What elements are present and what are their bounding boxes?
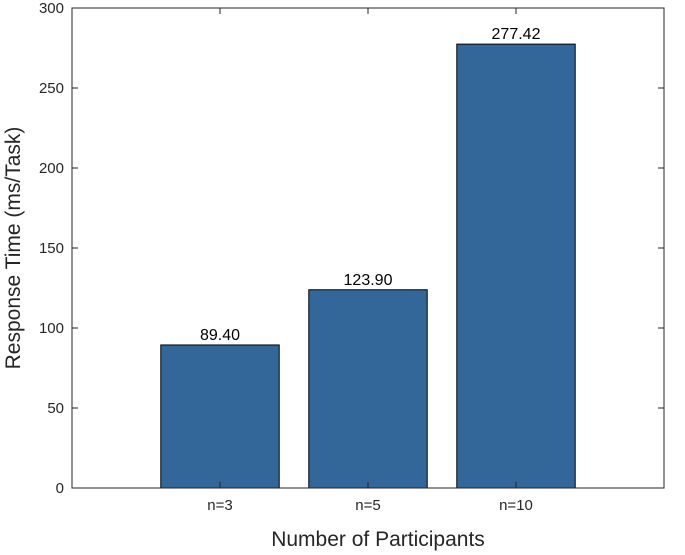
x-tick-label: n=5: [355, 497, 380, 514]
bar-n-3: [160, 344, 280, 489]
bar-n-10: [456, 43, 576, 489]
y-axis-ticks: 0 50 100 150 200 250 300: [39, 0, 664, 497]
data-label: 123.90: [344, 272, 393, 289]
y-axis-title: Response Time (ms/Task): [2, 127, 25, 370]
data-label: 277.42: [492, 26, 541, 43]
data-labels: 89.40 123.90 277.42: [200, 26, 541, 344]
data-label: 89.40: [200, 327, 240, 344]
bar-n-5: [308, 289, 428, 489]
x-tick-label: n=3: [207, 497, 232, 514]
bars: [160, 43, 576, 489]
x-axis-title: Number of Participants: [271, 528, 485, 551]
x-tick-label: n=10: [499, 497, 533, 514]
y-tick-label: 100: [39, 320, 64, 337]
y-tick-label: 150: [39, 240, 64, 257]
x-axis-ticks: n=3 n=5 n=10: [207, 8, 533, 514]
y-tick-label: 200: [39, 160, 64, 177]
y-tick-label: 250: [39, 80, 64, 97]
y-tick-label: 0: [56, 480, 64, 497]
y-tick-label: 300: [39, 0, 64, 17]
y-tick-label: 50: [47, 400, 64, 417]
